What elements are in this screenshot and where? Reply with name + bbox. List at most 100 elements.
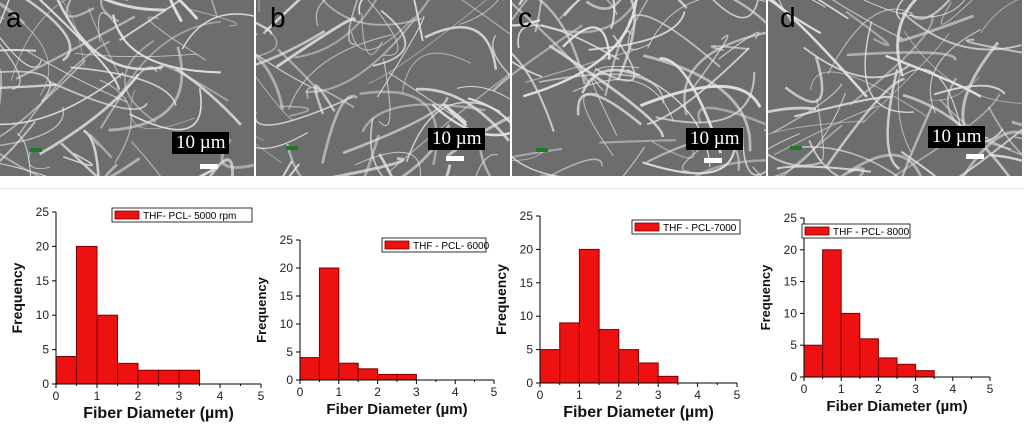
legend-swatch — [115, 211, 139, 219]
x-tick-label: 4 — [452, 385, 459, 399]
fiber-strand — [768, 94, 821, 165]
y-tick-label: 0 — [42, 377, 49, 391]
y-tick-label: 20 — [36, 239, 50, 253]
scale-label-a: 10 µm — [172, 132, 229, 154]
x-tick-label: 1 — [576, 388, 583, 402]
fiber-strand — [59, 0, 166, 10]
sem-image-b: b 10 µm — [256, 0, 510, 176]
x-tick-label: 3 — [413, 385, 420, 399]
x-axis-title: Fiber Diameter (µm) — [83, 405, 234, 422]
fiber-strand — [377, 16, 423, 97]
histogram-bar — [897, 364, 916, 377]
histogram-bar — [619, 350, 639, 383]
legend-swatch — [805, 227, 829, 235]
histogram-bar — [179, 370, 200, 384]
histogram-bar — [397, 374, 416, 380]
y-tick-label: 25 — [520, 209, 534, 223]
y-axis-title: Frequency — [493, 264, 509, 335]
y-tick-label: 10 — [784, 306, 798, 320]
scale-bar-b — [446, 156, 464, 161]
fiber-strand — [817, 169, 864, 176]
y-tick-label: 5 — [526, 343, 533, 357]
histogram-bar — [97, 315, 118, 384]
histogram-bar — [300, 358, 319, 380]
fiber-strand — [0, 64, 1, 162]
histogram-bar — [658, 376, 678, 383]
legend-swatch — [635, 223, 659, 231]
scale-label-d: 10 µm — [928, 126, 985, 148]
fiber-strand — [547, 147, 645, 176]
histogram-bar — [878, 358, 897, 377]
fiber-strand — [519, 0, 607, 5]
fiber-strand — [785, 57, 822, 102]
fiber-strand — [0, 84, 56, 88]
y-tick-label: 25 — [36, 205, 50, 219]
x-tick-label: 4 — [949, 382, 956, 396]
x-tick-label: 4 — [694, 388, 701, 402]
x-tick-label: 0 — [53, 389, 60, 403]
scale-bar-a — [200, 164, 218, 169]
histogram-bar — [560, 323, 580, 383]
x-tick-label: 4 — [217, 389, 224, 403]
x-axis-title: Fiber Diameter (µm) — [326, 401, 467, 418]
y-tick-label: 20 — [784, 243, 798, 257]
x-tick-label: 2 — [135, 389, 142, 403]
y-axis-title: Frequency — [9, 262, 25, 333]
fiber-strand — [764, 0, 766, 21]
fiber-strand — [277, 161, 299, 176]
fiber-strand — [898, 0, 941, 76]
scale-bar-c — [704, 158, 722, 163]
fiber-strand — [256, 106, 308, 149]
fiber-strand — [548, 159, 602, 176]
y-axis-title: Frequency — [758, 264, 773, 331]
x-tick-label: 1 — [838, 382, 845, 396]
legend-swatch — [385, 241, 409, 249]
histogram-bar — [540, 350, 560, 383]
histogram-bar — [823, 250, 842, 377]
fiber-strand — [61, 143, 154, 176]
histogram-bar — [77, 246, 98, 384]
fiber-strand — [768, 134, 800, 176]
y-tick-label: 5 — [790, 338, 797, 352]
x-tick-label: 3 — [912, 382, 919, 396]
y-tick-label: 5 — [42, 343, 49, 357]
fiber-strand — [256, 26, 257, 37]
fiber-strand — [512, 97, 571, 176]
y-tick-label: 0 — [790, 370, 797, 384]
fiber-texture — [768, 0, 1022, 176]
histogram-bar — [358, 369, 377, 380]
y-tick-label: 15 — [280, 289, 294, 303]
fiber-strand — [295, 0, 381, 57]
legend-label: THF - PCL- 8000 — [833, 227, 910, 238]
histogram-bar — [599, 330, 619, 383]
panel-letter-d: d — [780, 2, 796, 34]
histogram-bar — [804, 345, 823, 377]
fiber-strand — [104, 158, 139, 176]
x-axis-title: Fiber Diameter (µm) — [826, 398, 967, 415]
legend-label: THF - PCL- 6000 — [413, 241, 490, 252]
panel-letter-b: b — [270, 2, 286, 34]
fiber-strand — [0, 34, 20, 89]
y-tick-label: 20 — [520, 242, 534, 256]
x-tick-label: 3 — [655, 388, 662, 402]
fiber-strand — [217, 0, 254, 4]
sem-image-a: a 10 µm — [0, 0, 254, 176]
sem-image-c: c 10 µm — [512, 0, 766, 176]
fiber-strand — [176, 68, 241, 125]
fiber-strand — [599, 140, 675, 143]
fiber-strand — [981, 0, 1022, 33]
fiber-strand — [182, 14, 254, 49]
y-tick-label: 15 — [784, 275, 798, 289]
fiber-strand — [67, 0, 99, 17]
y-tick-label: 0 — [286, 373, 293, 387]
x-axis-title: Fiber Diameter (µm) — [563, 404, 714, 421]
fiber-strand — [29, 149, 50, 168]
fiber-strand — [847, 52, 956, 60]
fiber-strand — [277, 19, 355, 67]
x-tick-label: 5 — [987, 382, 994, 396]
x-tick-label: 5 — [734, 388, 741, 402]
